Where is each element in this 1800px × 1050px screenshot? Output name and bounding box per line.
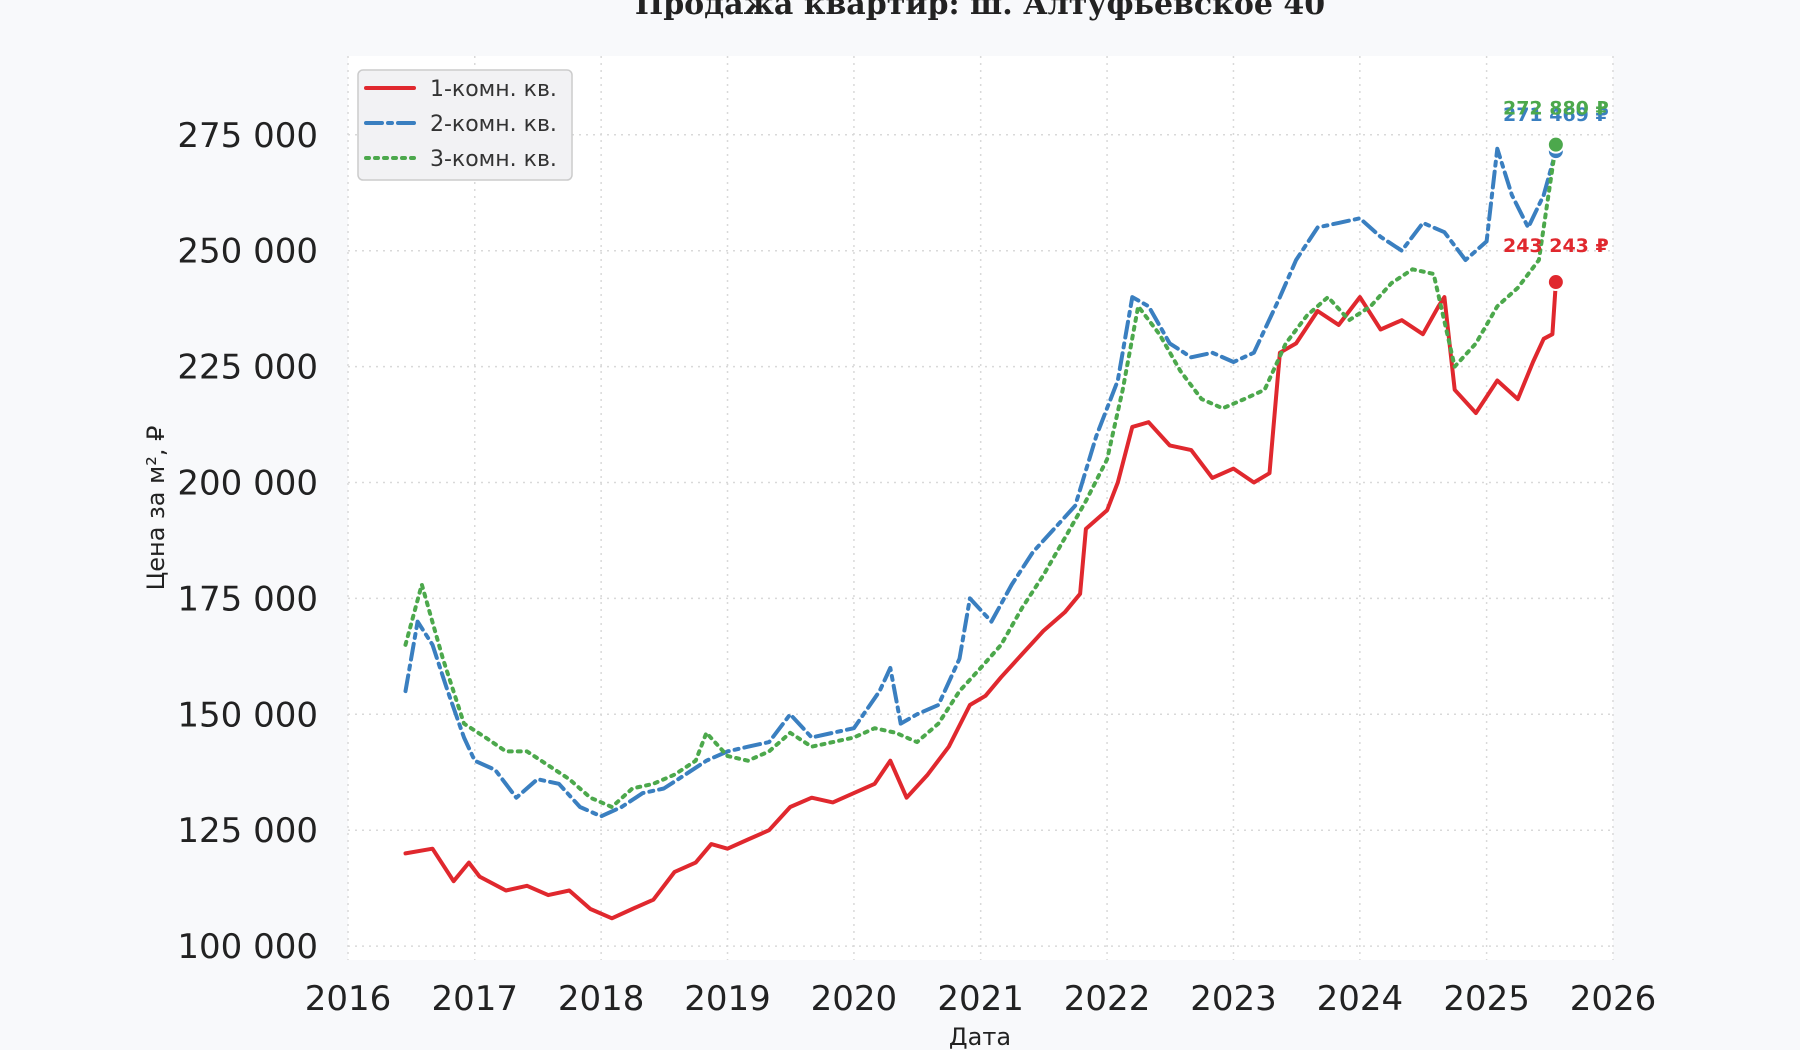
y-tick-label: 200 000: [177, 464, 318, 504]
x-tick-label: 2025: [1443, 979, 1530, 1019]
series-line-1: [403, 280, 1558, 921]
y-tick-label: 225 000: [177, 348, 318, 388]
legend-label-1: 1-комн. кв.: [430, 77, 557, 102]
y-axis-label: Цена за м², ₽: [142, 426, 170, 591]
y-tick-label: 275 000: [177, 116, 318, 156]
x-tick-label: 2026: [1570, 979, 1657, 1019]
x-tick-label: 2020: [811, 979, 898, 1019]
x-tick-label: 2017: [431, 979, 518, 1019]
x-tick-label: 2018: [558, 979, 645, 1019]
end-markers: 243 243 ₽ 271 469 ₽272 880 ₽: [1503, 98, 1609, 292]
chart-title: Продажа квартир: ш. Алтуфьевское 40: [635, 0, 1325, 22]
y-tick-label: 250 000: [177, 232, 318, 272]
series-line-2: [403, 146, 1558, 819]
end-value-label-3: 272 880 ₽: [1503, 98, 1609, 120]
x-tick-label: 2019: [684, 979, 771, 1019]
x-axis-ticks: 2016 2017 2018 2019 2020 2021 2022 2023 2024 2025…: [305, 979, 1657, 1019]
series-lines: [403, 142, 1558, 921]
legend-label-3: 3-комн. кв.: [430, 147, 557, 172]
end-value-label-1: 243 243 ₽: [1503, 235, 1609, 257]
x-tick-label: 2024: [1317, 979, 1404, 1019]
y-axis-ticks: 100 000 125 000 150 000 175 000 200 000 225 0…: [177, 116, 318, 967]
y-tick-label: 125 000: [177, 811, 318, 851]
series-line-3: [403, 142, 1558, 809]
end-marker-3: [1546, 135, 1565, 154]
end-marker-1: [1546, 273, 1565, 292]
y-tick-label: 175 000: [177, 579, 318, 619]
x-tick-label: 2016: [305, 979, 392, 1019]
x-tick-label: 2021: [937, 979, 1024, 1019]
legend-label-2: 2-комн. кв.: [430, 112, 557, 137]
x-axis-label: Дата: [949, 1023, 1011, 1050]
y-tick-label: 100 000: [177, 927, 318, 967]
legend: 1-комн. кв. 2-комн. кв. 3-комн. кв.: [357, 69, 573, 181]
end-value-label-2: 271 469 ₽: [1503, 104, 1609, 126]
x-tick-label: 2022: [1064, 979, 1151, 1019]
plot-background: [348, 56, 1613, 960]
x-tick-label: 2023: [1190, 979, 1277, 1019]
y-tick-label: 150 000: [177, 695, 318, 735]
legend-box: [357, 69, 573, 181]
